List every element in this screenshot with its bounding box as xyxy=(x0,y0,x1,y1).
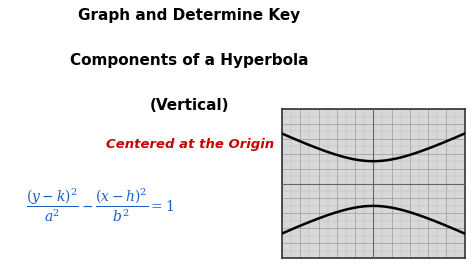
Text: (Vertical): (Vertical) xyxy=(150,98,229,113)
Text: Centered at the Origin: Centered at the Origin xyxy=(106,138,273,151)
Text: $\dfrac{(y-k)^2}{a^2}-\dfrac{(x-h)^2}{b^2}=1$: $\dfrac{(y-k)^2}{a^2}-\dfrac{(x-h)^2}{b^… xyxy=(26,186,173,224)
Text: Graph and Determine Key: Graph and Determine Key xyxy=(79,8,301,23)
Text: Components of a Hyperbola: Components of a Hyperbola xyxy=(70,53,309,68)
